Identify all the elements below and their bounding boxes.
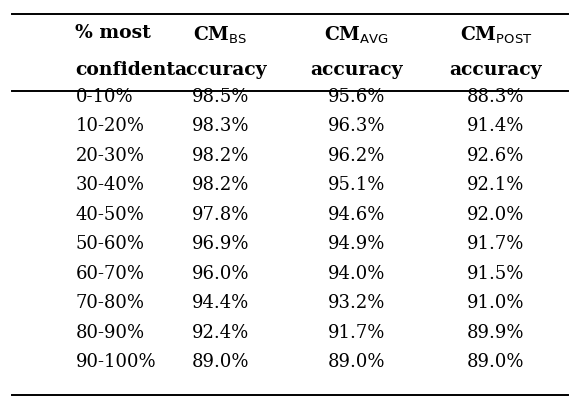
Text: confident: confident xyxy=(75,61,176,79)
Text: 88.3%: 88.3% xyxy=(467,88,525,106)
Text: 98.2%: 98.2% xyxy=(192,147,249,165)
Text: 89.0%: 89.0% xyxy=(191,354,249,371)
Text: 30-40%: 30-40% xyxy=(75,177,144,194)
Text: 96.0%: 96.0% xyxy=(191,265,249,283)
Text: 91.5%: 91.5% xyxy=(467,265,524,283)
Text: CM$_{\mathrm{AVG}}$: CM$_{\mathrm{AVG}}$ xyxy=(324,24,389,46)
Text: 60-70%: 60-70% xyxy=(75,265,144,283)
Text: 80-90%: 80-90% xyxy=(75,324,144,342)
Text: % most: % most xyxy=(75,24,151,42)
Text: 94.4%: 94.4% xyxy=(192,295,249,312)
Text: 90-100%: 90-100% xyxy=(75,354,156,371)
Text: CM$_{\mathrm{POST}}$: CM$_{\mathrm{POST}}$ xyxy=(459,24,532,46)
Text: 20-30%: 20-30% xyxy=(75,147,144,165)
Text: 92.1%: 92.1% xyxy=(467,177,524,194)
Text: 95.1%: 95.1% xyxy=(328,177,385,194)
Text: 89.9%: 89.9% xyxy=(467,324,525,342)
Text: 70-80%: 70-80% xyxy=(75,295,144,312)
Text: 91.7%: 91.7% xyxy=(467,236,524,253)
Text: 94.0%: 94.0% xyxy=(328,265,385,283)
Text: accuracy: accuracy xyxy=(174,61,267,79)
Text: 91.4%: 91.4% xyxy=(467,118,524,135)
Text: 98.2%: 98.2% xyxy=(192,177,249,194)
Text: 96.2%: 96.2% xyxy=(328,147,385,165)
Text: 94.6%: 94.6% xyxy=(328,206,385,224)
Text: 92.6%: 92.6% xyxy=(467,147,524,165)
Text: 92.0%: 92.0% xyxy=(467,206,524,224)
Text: 96.3%: 96.3% xyxy=(328,118,386,135)
Text: 40-50%: 40-50% xyxy=(75,206,144,224)
Text: 94.9%: 94.9% xyxy=(328,236,385,253)
Text: 98.5%: 98.5% xyxy=(192,88,249,106)
Text: 89.0%: 89.0% xyxy=(467,354,525,371)
Text: 92.4%: 92.4% xyxy=(192,324,249,342)
Text: CM$_{\mathrm{BS}}$: CM$_{\mathrm{BS}}$ xyxy=(193,24,248,46)
Text: 93.2%: 93.2% xyxy=(328,295,385,312)
Text: 10-20%: 10-20% xyxy=(75,118,144,135)
Text: 0-10%: 0-10% xyxy=(75,88,133,106)
Text: 91.0%: 91.0% xyxy=(467,295,525,312)
Text: 95.6%: 95.6% xyxy=(328,88,385,106)
Text: 89.0%: 89.0% xyxy=(328,354,386,371)
Text: 50-60%: 50-60% xyxy=(75,236,144,253)
Text: 98.3%: 98.3% xyxy=(191,118,249,135)
Text: 96.9%: 96.9% xyxy=(191,236,249,253)
Text: 97.8%: 97.8% xyxy=(192,206,249,224)
Text: accuracy: accuracy xyxy=(450,61,542,79)
Text: 91.7%: 91.7% xyxy=(328,324,385,342)
Text: accuracy: accuracy xyxy=(310,61,403,79)
